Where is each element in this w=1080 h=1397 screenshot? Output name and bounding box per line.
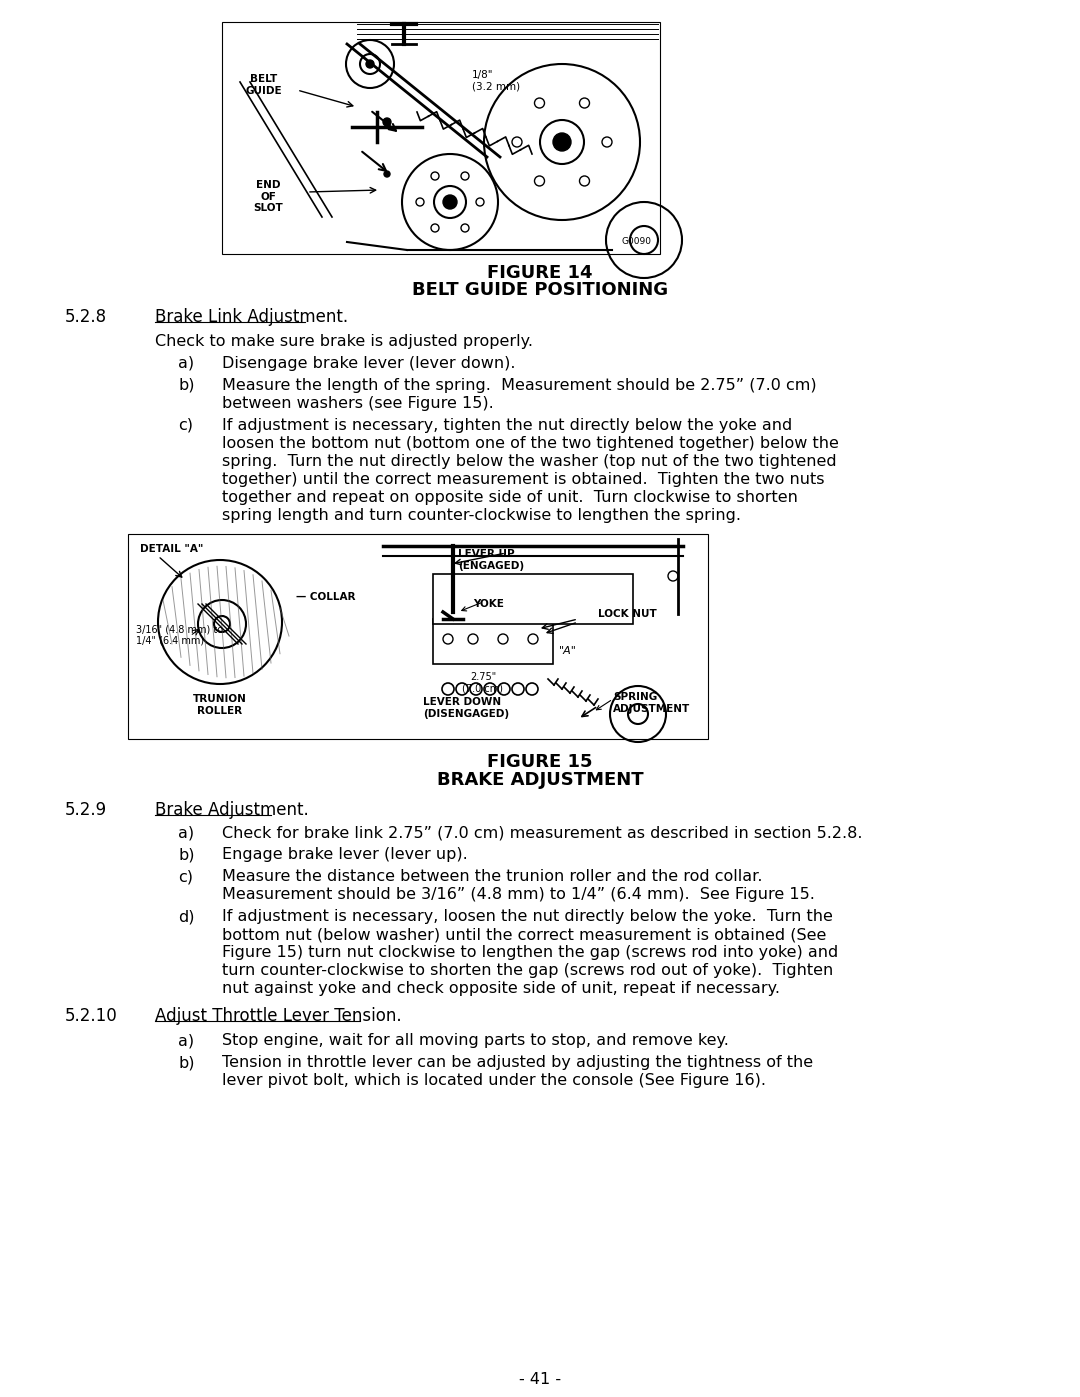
Text: spring length and turn counter-clockwise to lengthen the spring.: spring length and turn counter-clockwise… — [222, 509, 741, 522]
Text: Tension in throttle lever can be adjusted by adjusting the tightness of the: Tension in throttle lever can be adjuste… — [222, 1055, 813, 1070]
Text: turn counter-clockwise to shorten the gap (screws rod out of yoke).  Tighten: turn counter-clockwise to shorten the ga… — [222, 963, 834, 978]
Text: Adjust Throttle Lever Tension.: Adjust Throttle Lever Tension. — [156, 1007, 402, 1025]
Text: a): a) — [178, 826, 194, 840]
Text: Measurement should be 3/16” (4.8 mm) to 1/4” (6.4 mm).  See Figure 15.: Measurement should be 3/16” (4.8 mm) to … — [222, 887, 815, 902]
Text: loosen the bottom nut (bottom one of the two tightened together) below the: loosen the bottom nut (bottom one of the… — [222, 436, 839, 451]
Text: — COLLAR: — COLLAR — [296, 592, 355, 602]
Text: lever pivot bolt, which is located under the console (See Figure 16).: lever pivot bolt, which is located under… — [222, 1073, 766, 1088]
Text: b): b) — [178, 1055, 194, 1070]
Text: 5.2.10: 5.2.10 — [65, 1007, 118, 1025]
Text: 5.2.9: 5.2.9 — [65, 800, 107, 819]
Text: c): c) — [178, 869, 193, 884]
Text: d): d) — [178, 909, 194, 923]
Text: Stop engine, wait for all moving parts to stop, and remove key.: Stop engine, wait for all moving parts t… — [222, 1032, 729, 1048]
Circle shape — [443, 196, 457, 210]
Text: TRUNION
ROLLER: TRUNION ROLLER — [193, 694, 247, 715]
Text: END
OF
SLOT: END OF SLOT — [253, 180, 283, 214]
Circle shape — [553, 133, 571, 151]
Text: G0090: G0090 — [622, 237, 652, 246]
Text: between washers (see Figure 15).: between washers (see Figure 15). — [222, 395, 494, 411]
Text: - 41 -: - 41 - — [518, 1372, 562, 1387]
Circle shape — [214, 616, 230, 631]
Bar — [433, 619, 553, 664]
Text: Brake Link Adjustment.: Brake Link Adjustment. — [156, 307, 348, 326]
Text: together and repeat on opposite side of unit.  Turn clockwise to shorten: together and repeat on opposite side of … — [222, 490, 798, 504]
Text: DETAIL "A": DETAIL "A" — [140, 543, 203, 555]
Circle shape — [383, 117, 391, 126]
Text: b): b) — [178, 847, 194, 862]
Text: SPRING
ADJUSTMENT: SPRING ADJUSTMENT — [613, 692, 690, 714]
Text: "A": "A" — [559, 645, 577, 657]
Text: FIGURE 14: FIGURE 14 — [487, 264, 593, 282]
Text: 5.2.8: 5.2.8 — [65, 307, 107, 326]
Text: nut against yoke and check opposite side of unit, repeat if necessary.: nut against yoke and check opposite side… — [222, 981, 780, 996]
Text: LOCK NUT: LOCK NUT — [598, 609, 657, 619]
Circle shape — [198, 599, 246, 648]
Circle shape — [384, 170, 390, 177]
Text: BELT GUIDE POSITIONING: BELT GUIDE POSITIONING — [411, 281, 669, 299]
Text: b): b) — [178, 379, 194, 393]
Text: Brake Adjustment.: Brake Adjustment. — [156, 800, 309, 819]
Text: spring.  Turn the nut directly below the washer (top nut of the two tightened: spring. Turn the nut directly below the … — [222, 454, 837, 469]
Text: Disengage brake lever (lever down).: Disengage brake lever (lever down). — [222, 356, 515, 372]
Text: Measure the distance between the trunion roller and the rod collar.: Measure the distance between the trunion… — [222, 869, 762, 884]
Text: 2.75"
(7.0 cm): 2.75" (7.0 cm) — [462, 672, 503, 693]
Text: BELT
GUIDE: BELT GUIDE — [245, 74, 282, 95]
Bar — [129, 534, 708, 739]
Text: LEVER UP
(ENGAGED): LEVER UP (ENGAGED) — [458, 549, 524, 570]
Text: Check to make sure brake is adjusted properly.: Check to make sure brake is adjusted pro… — [156, 334, 534, 349]
Text: a): a) — [178, 356, 194, 372]
Text: Engage brake lever (lever up).: Engage brake lever (lever up). — [222, 847, 468, 862]
Text: bottom nut (below washer) until the correct measurement is obtained (See: bottom nut (below washer) until the corr… — [222, 928, 826, 942]
Text: YOKE: YOKE — [473, 599, 504, 609]
Text: a): a) — [178, 1032, 194, 1048]
Text: BRAKE ADJUSTMENT: BRAKE ADJUSTMENT — [436, 771, 644, 789]
Text: together) until the correct measurement is obtained.  Tighten the two nuts: together) until the correct measurement … — [222, 472, 824, 488]
Text: Figure 15) turn nut clockwise to lengthen the gap (screws rod into yoke) and: Figure 15) turn nut clockwise to lengthe… — [222, 944, 838, 960]
Text: FIGURE 15: FIGURE 15 — [487, 753, 593, 771]
Text: c): c) — [178, 418, 193, 433]
Text: 3/16" (4.8 mm) to
1/4" (6.4 mm): 3/16" (4.8 mm) to 1/4" (6.4 mm) — [136, 624, 224, 645]
Text: Check for brake link 2.75” (7.0 cm) measurement as described in section 5.2.8.: Check for brake link 2.75” (7.0 cm) meas… — [222, 826, 863, 840]
Text: If adjustment is necessary, tighten the nut directly below the yoke and: If adjustment is necessary, tighten the … — [222, 418, 793, 433]
Text: 1/8"
(3.2 mm): 1/8" (3.2 mm) — [472, 70, 521, 92]
Circle shape — [366, 60, 374, 68]
Text: LEVER DOWN
(DISENGAGED): LEVER DOWN (DISENGAGED) — [423, 697, 509, 718]
Text: Measure the length of the spring.  Measurement should be 2.75” (7.0 cm): Measure the length of the spring. Measur… — [222, 379, 816, 393]
Bar — [433, 574, 633, 624]
Bar — [222, 22, 660, 254]
Text: If adjustment is necessary, loosen the nut directly below the yoke.  Turn the: If adjustment is necessary, loosen the n… — [222, 909, 833, 923]
